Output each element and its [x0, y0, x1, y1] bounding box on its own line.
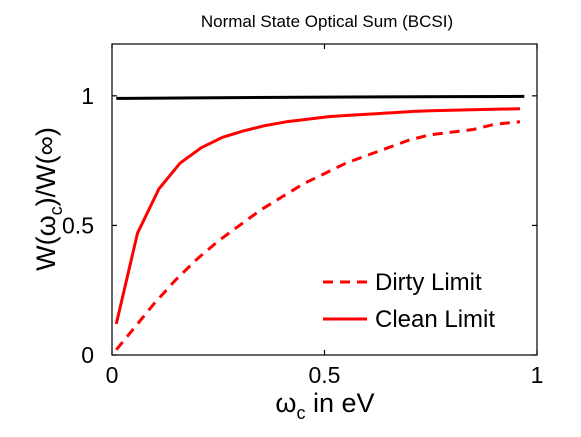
legend: Dirty Limit Clean Limit: [323, 269, 495, 333]
legend-label-dirty-limit: Dirty Limit: [375, 269, 482, 296]
legend-label-clean-limit: Clean Limit: [375, 306, 495, 333]
chart-title: Normal State Optical Sum (BCSI): [201, 12, 453, 31]
y-tick-label: 0: [81, 342, 94, 368]
y-axis-label-pre: W(ω: [31, 215, 61, 271]
x-axis-label-rest: in eV: [306, 388, 375, 418]
series-line-dirty: [115, 120, 521, 351]
series-line-clean: [114, 107, 521, 325]
y-axis-label: W(ωc)/W(∞): [31, 127, 66, 271]
y-axis-label-subscript: c: [46, 206, 66, 215]
tick-layer: 0 0.5 1 0 0.5 1: [62, 44, 543, 388]
x-tick-label: 1: [531, 362, 544, 388]
y-tick-label: 1: [81, 83, 94, 109]
series-line-reference: [116, 94, 525, 100]
x-axis-label-subscript: c: [297, 403, 306, 423]
y-tick-label: 0.5: [62, 212, 94, 238]
x-tick-label: 0: [106, 362, 119, 388]
series-layer: [114, 94, 525, 351]
y-axis-label-post: )/W(∞): [31, 127, 61, 206]
x-axis-label: ωc in eV: [275, 388, 374, 423]
x-axis-label-main: ω: [275, 388, 296, 418]
x-tick-label: 0.5: [309, 362, 341, 388]
